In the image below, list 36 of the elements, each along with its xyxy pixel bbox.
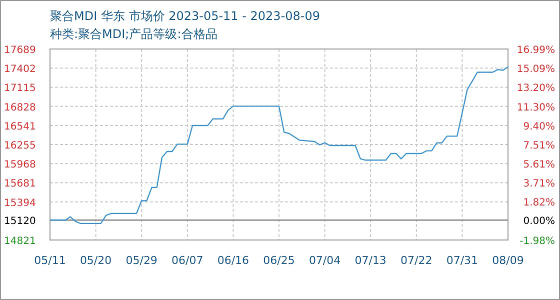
y2-tick-label: 0.00% bbox=[523, 216, 555, 228]
x-tick-label: 07/04 bbox=[308, 254, 341, 267]
x-tick-label: 07/31 bbox=[446, 254, 478, 267]
y-tick-label: 17115 bbox=[4, 83, 36, 94]
y-tick-label: 14821 bbox=[4, 236, 36, 247]
y2-tick-label: 1.82% bbox=[523, 198, 555, 209]
y-tick-label: 17689 bbox=[4, 45, 36, 56]
chart-title: 聚合MDI 华东 市场价 2023-05-11 - 2023-08-09 bbox=[50, 9, 320, 23]
y2-tick-label: -1.98% bbox=[520, 236, 555, 247]
x-tick-label: 07/13 bbox=[354, 254, 386, 267]
y-tick-label: 16255 bbox=[4, 140, 36, 152]
y-tick-label: 15968 bbox=[4, 160, 36, 171]
y2-tick-label: 15.09% bbox=[516, 64, 555, 76]
x-tick-label: 08/09 bbox=[492, 254, 524, 267]
x-tick-label: 06/25 bbox=[263, 254, 295, 267]
y2-tick-label: 16.99% bbox=[516, 45, 555, 56]
y2-tick-label: 11.30% bbox=[516, 102, 555, 114]
y2-tick-label: 7.51% bbox=[523, 140, 555, 152]
y-tick-label: 15681 bbox=[4, 178, 36, 190]
x-tick-label: 05/11 bbox=[34, 254, 66, 267]
y2-tick-label: 13.20% bbox=[516, 83, 555, 94]
y-tick-label: 16828 bbox=[4, 102, 36, 114]
x-tick-label: 05/20 bbox=[80, 254, 112, 267]
y2-tick-label: 9.40% bbox=[523, 121, 555, 132]
x-tick-label: 06/07 bbox=[172, 254, 204, 267]
y-tick-label: 15394 bbox=[4, 198, 36, 209]
y-tick-label: 17402 bbox=[4, 64, 36, 76]
x-tick-label: 06/16 bbox=[217, 254, 250, 267]
x-tick-label: 05/29 bbox=[126, 254, 158, 267]
chart-subtitle: 种类:聚合MDI;产品等级:合格品 bbox=[50, 27, 218, 41]
y-tick-label: 15120 bbox=[4, 216, 36, 228]
y2-tick-label: 3.71% bbox=[523, 178, 555, 190]
y-tick-label: 16541 bbox=[4, 121, 36, 132]
x-tick-label: 07/22 bbox=[400, 254, 432, 267]
line-series bbox=[49, 66, 509, 224]
y2-tick-label: 5.61% bbox=[523, 160, 555, 171]
